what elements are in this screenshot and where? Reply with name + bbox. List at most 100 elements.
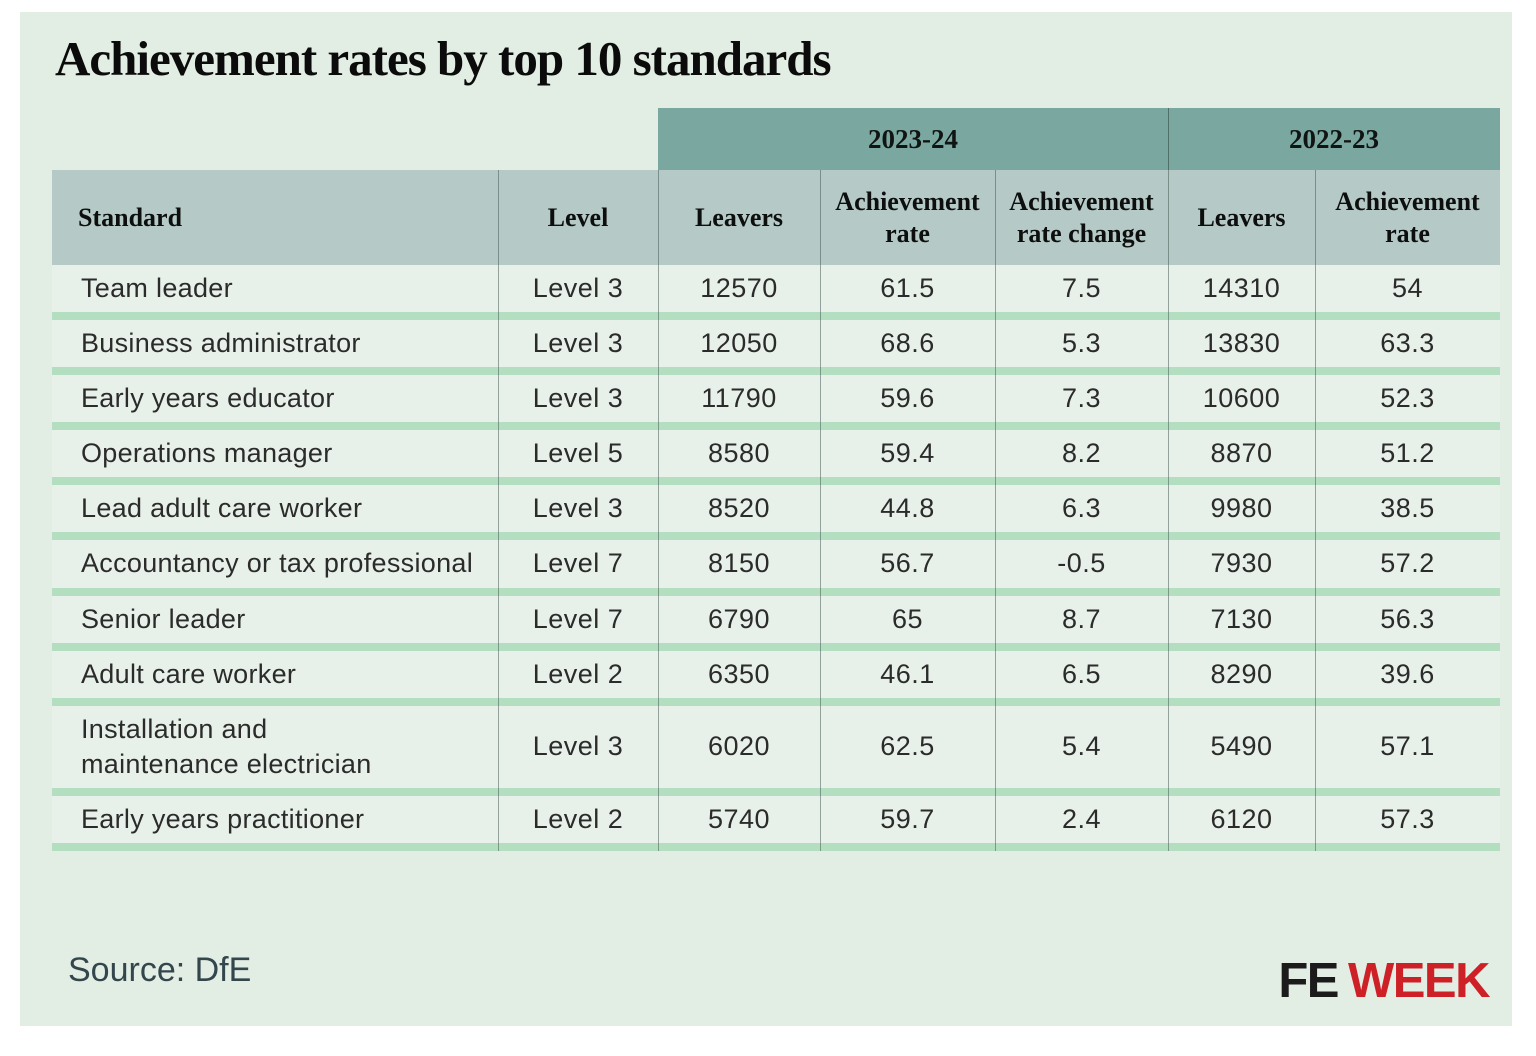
cell-achievement-rate-2223: 56.3 — [1315, 595, 1500, 651]
cell-achievement-rate-change: 8.7 — [995, 595, 1168, 651]
feweek-logo-fe: FE — [1278, 954, 1339, 1008]
column-header-leavers-2223: Leavers — [1168, 170, 1315, 265]
column-header-achievement-rate-2324: Achievement rate — [820, 170, 995, 265]
year-group-spacer — [52, 108, 658, 170]
cell-achievement-rate-2223: 57.3 — [1315, 795, 1500, 852]
column-header-achievement-rate-2223: Achievement rate — [1315, 170, 1500, 265]
table-row: Business administrator Level 3 12050 68.6 5.… — [52, 320, 1500, 376]
table-row: Adult care worker Level 2 6350 46.1 6.5 8290 3… — [52, 650, 1500, 706]
cell-leavers-2324: 6790 — [658, 595, 820, 651]
table-row: Operations manager Level 5 8580 59.4 8.2 8870… — [52, 430, 1500, 486]
column-header-achievement-rate-change: Achievement rate change — [995, 170, 1168, 265]
year-group-header-row: 2023-24 2022-23 — [52, 108, 1500, 170]
table-row: Senior leader Level 7 6790 65 8.7 7130 56.3 — [52, 595, 1500, 651]
cell-achievement-rate-2223: 51.2 — [1315, 430, 1500, 486]
cell-standard: Installation and maintenance electrician — [52, 705, 498, 796]
cell-achievement-rate-change: 2.4 — [995, 795, 1168, 852]
cell-leavers-2223: 7130 — [1168, 595, 1315, 651]
cell-leavers-2223: 9980 — [1168, 485, 1315, 541]
column-header-row: Standard Level Leavers Achievement rate … — [52, 170, 1500, 265]
cell-standard: Business administrator — [52, 320, 498, 376]
cell-achievement-rate-2223: 57.2 — [1315, 540, 1500, 596]
cell-leavers-2324: 8580 — [658, 430, 820, 486]
cell-level: Level 3 — [498, 265, 658, 321]
cell-standard: Accountancy or tax professional — [52, 540, 498, 596]
table-row: Accountancy or tax professional Level 7 81… — [52, 540, 1500, 596]
cell-standard: Early years practitioner — [52, 795, 498, 852]
cell-leavers-2324: 6350 — [658, 650, 820, 706]
cell-leavers-2223: 6120 — [1168, 795, 1315, 852]
cell-achievement-rate-2223: 38.5 — [1315, 485, 1500, 541]
cell-achievement-rate-change: 7.3 — [995, 375, 1168, 431]
cell-achievement-rate-2223: 57.1 — [1315, 705, 1500, 796]
cell-achievement-rate-2324: 61.5 — [820, 265, 995, 321]
cell-leavers-2223: 5490 — [1168, 705, 1315, 796]
cell-level: Level 3 — [498, 375, 658, 431]
cell-achievement-rate-2324: 65 — [820, 595, 995, 651]
cell-leavers-2324: 8150 — [658, 540, 820, 596]
cell-standard: Operations manager — [52, 430, 498, 486]
table-row: Team leader Level 3 12570 61.5 7.5 14310 54 — [52, 265, 1500, 321]
cell-level: Level 7 — [498, 595, 658, 651]
cell-level: Level 5 — [498, 430, 658, 486]
cell-leavers-2223: 13830 — [1168, 320, 1315, 376]
page-title: Achievement rates by top 10 standards — [55, 31, 832, 86]
cell-achievement-rate-2324: 56.7 — [820, 540, 995, 596]
cell-level: Level 3 — [498, 705, 658, 796]
table-row: Installation and maintenance electrician… — [52, 705, 1500, 796]
achievement-table: 2023-24 2022-23 Standard Level Leavers A… — [52, 108, 1500, 852]
cell-standard: Team leader — [52, 265, 498, 321]
column-header-level: Level — [498, 170, 658, 265]
year-group-2022-23: 2022-23 — [1168, 108, 1500, 170]
cell-standard: Lead adult care worker — [52, 485, 498, 541]
cell-leavers-2324: 12570 — [658, 265, 820, 321]
table-row: Early years educator Level 3 11790 59.6 7.3 1… — [52, 375, 1500, 431]
cell-level: Level 2 — [498, 650, 658, 706]
feweek-logo-week: WEEK — [1348, 954, 1491, 1008]
table-row: Lead adult care worker Level 3 8520 44.8 6.3… — [52, 485, 1500, 541]
table-row: Early years practitioner Level 2 5740 59.7 2… — [52, 795, 1500, 852]
cell-achievement-rate-change: 5.3 — [995, 320, 1168, 376]
cell-leavers-2223: 7930 — [1168, 540, 1315, 596]
cell-level: Level 7 — [498, 540, 658, 596]
cell-standard: Senior leader — [52, 595, 498, 651]
cell-achievement-rate-change: 5.4 — [995, 705, 1168, 796]
cell-leavers-2223: 8870 — [1168, 430, 1315, 486]
cell-leavers-2223: 14310 — [1168, 265, 1315, 321]
cell-leavers-2223: 10600 — [1168, 375, 1315, 431]
cell-achievement-rate-2324: 68.6 — [820, 320, 995, 376]
cell-achievement-rate-change: 7.5 — [995, 265, 1168, 321]
cell-level: Level 2 — [498, 795, 658, 852]
cell-achievement-rate-2324: 46.1 — [820, 650, 995, 706]
cell-achievement-rate-2223: 63.3 — [1315, 320, 1500, 376]
cell-leavers-2223: 8290 — [1168, 650, 1315, 706]
cell-leavers-2324: 5740 — [658, 795, 820, 852]
cell-achievement-rate-2324: 59.6 — [820, 375, 995, 431]
column-header-leavers-2324: Leavers — [658, 170, 820, 265]
year-group-2023-24: 2023-24 — [658, 108, 1168, 170]
cell-achievement-rate-change: 8.2 — [995, 430, 1168, 486]
cell-achievement-rate-2324: 59.4 — [820, 430, 995, 486]
data-table: 2023-24 2022-23 Standard Level Leavers A… — [52, 108, 1500, 852]
cell-achievement-rate-2223: 39.6 — [1315, 650, 1500, 706]
column-header-standard: Standard — [52, 170, 498, 265]
cell-achievement-rate-2223: 54 — [1315, 265, 1500, 321]
cell-achievement-rate-2324: 62.5 — [820, 705, 995, 796]
feweek-logo: FE WEEK — [1278, 953, 1491, 1009]
cell-level: Level 3 — [498, 320, 658, 376]
cell-leavers-2324: 11790 — [658, 375, 820, 431]
cell-achievement-rate-2324: 44.8 — [820, 485, 995, 541]
cell-achievement-rate-change: -0.5 — [995, 540, 1168, 596]
table-body: Team leader Level 3 12570 61.5 7.5 14310 54 Bus… — [52, 265, 1500, 852]
cell-achievement-rate-2324: 59.7 — [820, 795, 995, 852]
cell-leavers-2324: 6020 — [658, 705, 820, 796]
cell-standard: Adult care worker — [52, 650, 498, 706]
cell-achievement-rate-change: 6.5 — [995, 650, 1168, 706]
cell-leavers-2324: 12050 — [658, 320, 820, 376]
source-label: Source: DfE — [68, 951, 252, 989]
cell-achievement-rate-change: 6.3 — [995, 485, 1168, 541]
cell-standard: Early years educator — [52, 375, 498, 431]
cell-achievement-rate-2223: 52.3 — [1315, 375, 1500, 431]
cell-leavers-2324: 8520 — [658, 485, 820, 541]
